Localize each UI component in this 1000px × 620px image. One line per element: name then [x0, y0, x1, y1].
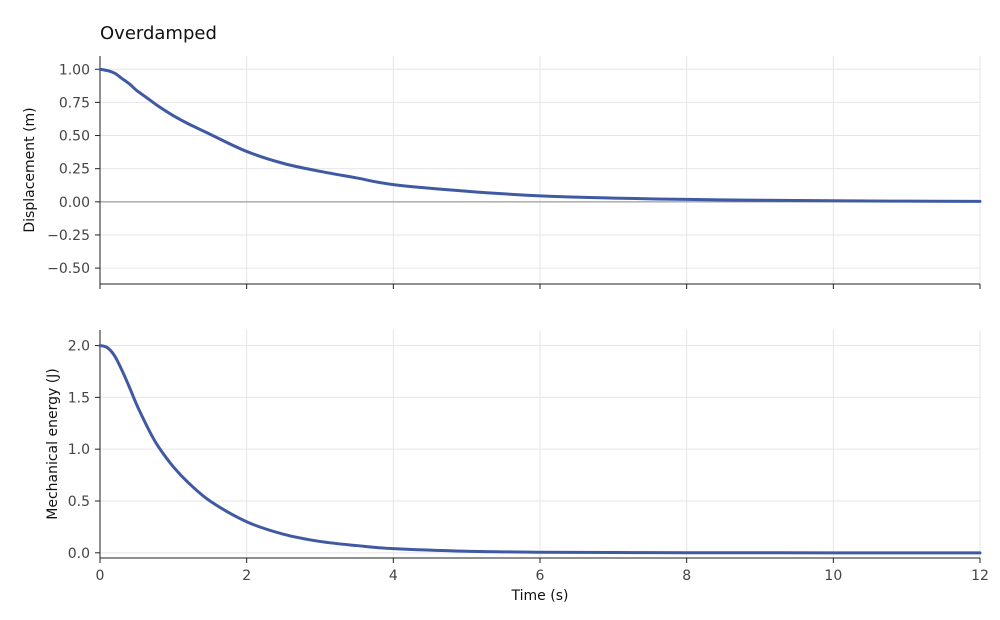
x-tick-label: 4 — [389, 568, 398, 584]
y-tick-label: 0.50 — [59, 129, 90, 145]
chart-title: Overdamped — [100, 23, 217, 44]
y-tick-label: 1.00 — [59, 62, 90, 78]
x-tick-label: 6 — [536, 568, 545, 584]
panel-displacement: Displacement (m) 1.00 0.75 0.50 0.25 0.00 −0.… — [22, 56, 982, 289]
x-tick-label: 12 — [971, 568, 989, 584]
y-tick-label: 1.0 — [68, 442, 90, 458]
y-tick-label: 0.25 — [59, 162, 90, 178]
x-tick-label: 2 — [242, 568, 251, 584]
y-tick-label: 0.5 — [68, 494, 90, 510]
x-tick-label: 8 — [682, 568, 691, 584]
x-tick-label: 0 — [96, 568, 105, 584]
y-axis-label-displacement: Displacement (m) — [22, 107, 38, 232]
y-tick-label: 2.0 — [68, 339, 90, 355]
y-axis-label-energy: Mechanical energy (J) — [45, 368, 61, 520]
y-tick-label: −0.50 — [47, 261, 90, 277]
y-tick-label: 0.0 — [68, 546, 90, 562]
energy-series-line — [98, 344, 982, 555]
x-tick-label: 10 — [824, 568, 842, 584]
panel-energy: Mechanical energy (J) 2.0 1.5 1.0 0.5 0.0 0 2 4… — [45, 330, 989, 584]
y-tick-label: 0.75 — [59, 95, 90, 111]
x-axis-label: Time (s) — [511, 588, 569, 604]
y-tick-label: 0.00 — [59, 195, 90, 211]
displacement-series-line — [98, 67, 982, 203]
y-tick-label: 1.5 — [68, 390, 90, 406]
y-tick-label: −0.25 — [47, 228, 90, 244]
